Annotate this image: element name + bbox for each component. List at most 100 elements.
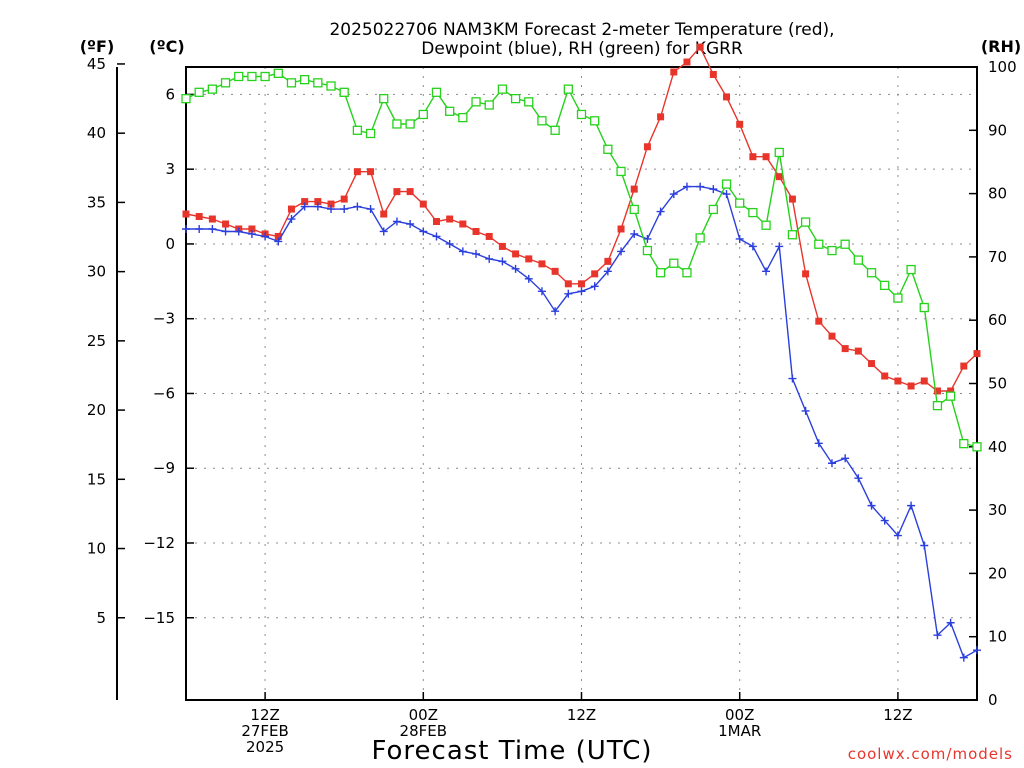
data-point bbox=[708, 204, 718, 215]
data-point bbox=[380, 210, 388, 218]
data-point bbox=[327, 205, 336, 214]
data-point bbox=[854, 474, 863, 483]
data-point bbox=[459, 220, 467, 228]
data-point bbox=[550, 125, 560, 135]
data-point bbox=[591, 270, 599, 278]
series-rh bbox=[181, 68, 982, 452]
rh-tick-label: 90 bbox=[988, 121, 1007, 139]
celsius-unit-label: (ºC) bbox=[149, 37, 184, 56]
data-point bbox=[537, 116, 547, 126]
data-point bbox=[220, 78, 231, 88]
rh-tick-label: 0 bbox=[988, 691, 998, 709]
data-point bbox=[365, 128, 376, 139]
data-point bbox=[406, 188, 414, 196]
data-point bbox=[906, 264, 916, 275]
data-point bbox=[445, 239, 454, 248]
data-point bbox=[432, 232, 441, 241]
data-point bbox=[642, 245, 653, 256]
data-point bbox=[538, 260, 546, 268]
data-point bbox=[629, 204, 639, 215]
data-point bbox=[775, 173, 783, 181]
data-point bbox=[353, 202, 362, 211]
data-point bbox=[300, 202, 309, 211]
data-point bbox=[551, 267, 559, 275]
rh-tick-label: 10 bbox=[988, 628, 1007, 646]
data-point bbox=[563, 84, 573, 94]
data-point bbox=[787, 230, 798, 240]
data-point bbox=[762, 153, 770, 161]
series-temperature bbox=[182, 43, 981, 395]
data-point bbox=[458, 247, 467, 256]
rh-tick-label: 50 bbox=[988, 375, 1007, 393]
data-point bbox=[577, 287, 586, 296]
data-point bbox=[418, 109, 428, 120]
data-point bbox=[274, 237, 283, 246]
fahrenheit-tick-label: 10 bbox=[87, 540, 106, 558]
data-point bbox=[366, 205, 375, 214]
data-point bbox=[222, 220, 230, 228]
x-tick-label: 28FEB bbox=[400, 722, 447, 740]
data-point bbox=[748, 242, 757, 251]
data-point bbox=[893, 293, 903, 303]
data-point bbox=[815, 317, 823, 325]
fahrenheit-unit-label: (ºF) bbox=[80, 37, 115, 56]
data-point bbox=[972, 442, 982, 452]
data-point bbox=[578, 280, 585, 288]
data-point bbox=[814, 439, 823, 448]
axis-ticks: 630−3−6−9−12−154540353025201510510090807… bbox=[87, 55, 1017, 756]
data-point bbox=[498, 242, 506, 250]
x-axis-label: Forecast Time (UTC) bbox=[371, 736, 652, 766]
data-point bbox=[827, 459, 836, 468]
data-point bbox=[446, 215, 454, 223]
data-point bbox=[669, 258, 679, 268]
data-point bbox=[379, 227, 388, 236]
data-point bbox=[339, 87, 349, 97]
data-point bbox=[630, 185, 638, 193]
data-point bbox=[367, 168, 375, 176]
fahrenheit-tick-label: 30 bbox=[87, 263, 106, 281]
data-point bbox=[221, 227, 230, 236]
data-point bbox=[682, 268, 692, 278]
data-point bbox=[379, 94, 389, 104]
data-point bbox=[299, 75, 310, 85]
data-point bbox=[207, 84, 218, 94]
data-point bbox=[419, 200, 427, 208]
celsius-tick-label: 6 bbox=[165, 85, 175, 103]
data-point bbox=[682, 182, 691, 191]
data-point bbox=[340, 205, 349, 214]
data-point bbox=[630, 229, 639, 238]
data-point bbox=[287, 205, 295, 213]
data-point bbox=[920, 377, 928, 385]
data-point bbox=[181, 94, 191, 104]
data-point bbox=[827, 245, 837, 256]
fahrenheit-tick-label: 25 bbox=[87, 332, 106, 350]
data-point bbox=[261, 232, 270, 241]
data-point bbox=[723, 93, 731, 101]
data-point bbox=[327, 200, 335, 208]
data-point bbox=[932, 401, 943, 411]
data-point bbox=[182, 224, 190, 233]
celsius-tick-label: −15 bbox=[143, 609, 175, 627]
data-point bbox=[510, 94, 521, 104]
data-point bbox=[314, 198, 322, 206]
data-point bbox=[485, 254, 494, 263]
data-point bbox=[801, 406, 810, 415]
data-point bbox=[907, 382, 915, 390]
data-point bbox=[919, 302, 929, 313]
data-point bbox=[405, 119, 415, 129]
data-point bbox=[867, 501, 876, 510]
data-point bbox=[472, 249, 481, 258]
data-point bbox=[458, 112, 468, 123]
axes bbox=[116, 66, 978, 701]
celsius-tick-label: −9 bbox=[153, 459, 175, 477]
data-point bbox=[959, 438, 969, 449]
chart-title-line-1: 2025022706 NAM3KM Forecast 2-meter Tempe… bbox=[329, 20, 834, 40]
x-tick-label: 27FEB bbox=[241, 722, 288, 740]
data-point bbox=[933, 631, 942, 640]
data-point bbox=[616, 166, 626, 177]
rh-tick-label: 100 bbox=[988, 58, 1017, 76]
data-point bbox=[208, 224, 217, 233]
data-point bbox=[841, 454, 850, 463]
data-point bbox=[274, 232, 282, 240]
